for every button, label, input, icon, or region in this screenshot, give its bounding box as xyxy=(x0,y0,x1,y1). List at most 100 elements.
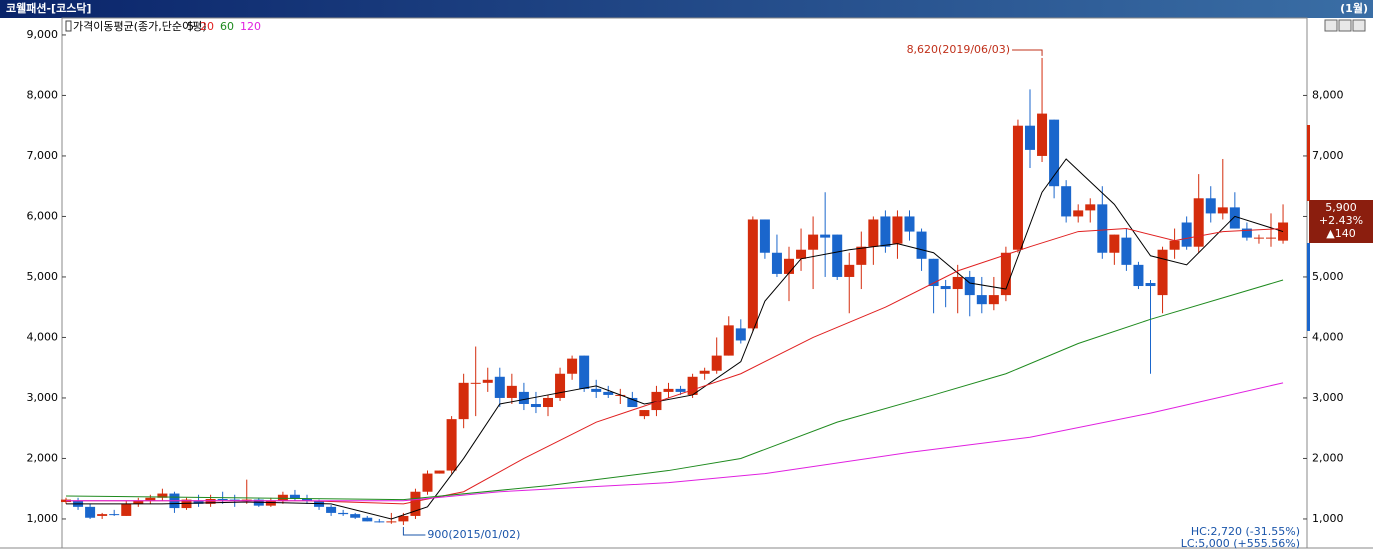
candle-body xyxy=(133,500,144,504)
y2-tick-label: 3,000 xyxy=(1312,391,1344,404)
annotation-leader xyxy=(1012,49,1043,56)
candle-body xyxy=(217,498,228,500)
legend-title: 가격이동평균(종가,단순이평) xyxy=(73,20,207,33)
price-bar-down xyxy=(1307,243,1310,331)
candle-body xyxy=(229,499,240,501)
candle-body xyxy=(422,473,433,492)
candle-body xyxy=(976,295,987,305)
candle-body xyxy=(398,515,409,522)
button[interactable] xyxy=(1338,19,1352,32)
candle-body xyxy=(651,391,662,411)
candle-body xyxy=(699,370,710,374)
candle-body xyxy=(723,325,734,356)
candle-body xyxy=(639,410,650,417)
candle-body xyxy=(145,497,156,501)
price-box-text: 5,900 xyxy=(1325,201,1357,214)
candle-body xyxy=(338,512,349,515)
candle-body xyxy=(530,404,541,408)
y2-tick-label: 5,000 xyxy=(1312,270,1344,283)
candle-body xyxy=(784,258,794,274)
candle-body xyxy=(759,219,770,253)
window-buttons[interactable] xyxy=(1324,19,1366,32)
button[interactable] xyxy=(1324,19,1338,32)
candle-body xyxy=(277,494,288,501)
y-tick-label: 7,000 xyxy=(27,149,59,162)
plot-frame xyxy=(61,17,1308,549)
y2-tick-label: 1,000 xyxy=(1312,512,1344,525)
candle-body xyxy=(121,503,132,516)
candle-body xyxy=(1037,113,1048,156)
candle-body xyxy=(820,234,831,238)
candle-body xyxy=(928,258,939,287)
candle-body xyxy=(109,514,120,516)
price-box-text: ▲140 xyxy=(1326,227,1355,240)
candle-body xyxy=(205,498,216,504)
candle-body xyxy=(386,521,397,523)
candle-body xyxy=(470,382,481,384)
moving-average xyxy=(66,158,1284,520)
candle-body xyxy=(362,517,373,522)
candle-body xyxy=(1121,237,1132,265)
candle-body xyxy=(964,276,975,296)
candle-body xyxy=(1229,207,1240,229)
candle-body xyxy=(940,286,951,290)
title-bar xyxy=(0,0,1373,18)
candle-body xyxy=(494,376,505,398)
legend-entry: 20 xyxy=(200,20,214,33)
candle-body xyxy=(868,219,879,247)
moving-average xyxy=(65,279,1284,501)
candle-body xyxy=(567,358,578,374)
candle-body xyxy=(1073,210,1084,217)
candle-body xyxy=(555,373,566,398)
candle-body xyxy=(157,493,168,498)
candle-body xyxy=(1097,204,1108,253)
candle-body xyxy=(687,376,698,395)
candle-body xyxy=(591,388,602,392)
candle-body xyxy=(711,355,722,371)
candle-body xyxy=(747,219,758,329)
candle-body xyxy=(446,419,457,471)
candle-body xyxy=(1145,283,1156,287)
y-tick-label: 2,000 xyxy=(27,451,59,464)
candle-body xyxy=(85,506,96,518)
candle-body xyxy=(181,499,192,509)
candle-body xyxy=(374,521,385,523)
y2-tick-label: 8,000 xyxy=(1312,88,1344,101)
candle-body xyxy=(350,514,361,518)
candle-body xyxy=(506,385,517,398)
price-box xyxy=(1309,200,1373,243)
candle-body xyxy=(1266,237,1276,239)
candle-body xyxy=(482,379,493,383)
candle-body xyxy=(892,216,903,244)
high-annotation: 8,620(2019/06/03) xyxy=(907,43,1010,56)
y-tick-label: 4,000 xyxy=(27,330,59,343)
candle-body xyxy=(458,382,469,420)
candle-body xyxy=(1049,119,1060,187)
candle-body xyxy=(579,355,590,389)
legend-entry: 120 xyxy=(240,20,261,33)
period: (1월) xyxy=(1340,1,1368,15)
candle-body xyxy=(97,514,108,516)
candle-body xyxy=(1061,186,1072,217)
candle-body xyxy=(410,491,421,516)
candle-body xyxy=(904,216,915,232)
y2-tick-label: 7,000 xyxy=(1312,149,1344,162)
moving-average xyxy=(66,228,1284,505)
candle-body xyxy=(543,397,553,408)
low-annotation: 900(2015/01/02) xyxy=(427,528,520,541)
candle-body xyxy=(1157,249,1168,296)
candle-body xyxy=(1012,125,1023,250)
candle-body xyxy=(1085,204,1096,211)
candle-body xyxy=(518,391,529,405)
price-bar-up xyxy=(1307,125,1310,201)
y-tick-label: 1,000 xyxy=(27,512,59,525)
candle-body xyxy=(675,388,686,392)
candle-body xyxy=(1025,125,1035,150)
candle-body xyxy=(808,234,819,250)
button[interactable] xyxy=(1352,19,1366,32)
candle-body xyxy=(952,276,963,290)
hc-label: HC:2,720 (-31.55%) xyxy=(1191,525,1300,538)
candle-body xyxy=(1000,252,1011,296)
y-tick-label: 9,000 xyxy=(27,28,59,41)
